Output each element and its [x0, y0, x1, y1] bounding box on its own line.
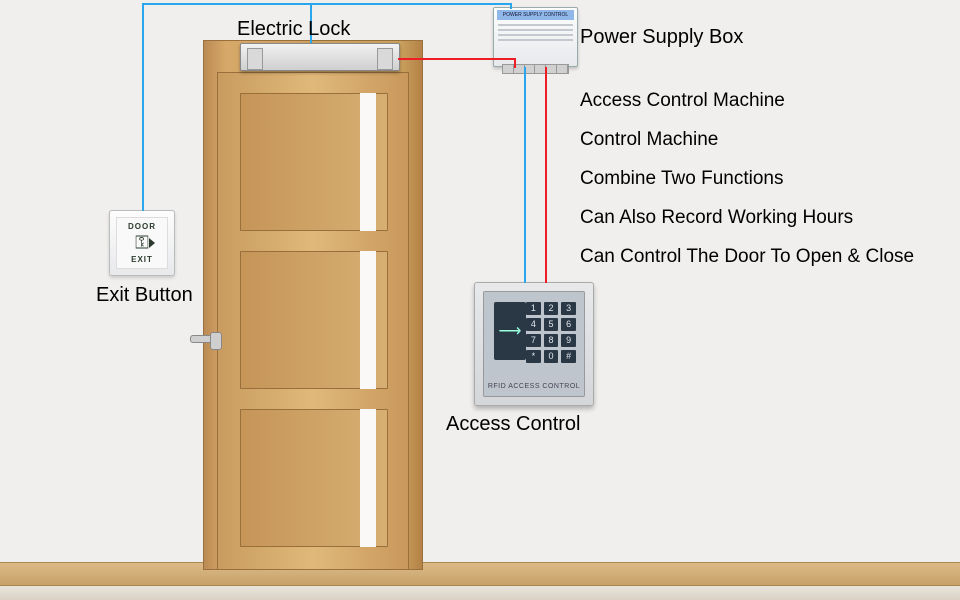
wire-blue [142, 3, 144, 211]
wire-blue [510, 3, 512, 9]
label-electric-lock: Electric Lock [237, 18, 350, 41]
keypad-key: 2 [544, 302, 559, 315]
label-exit-button: Exit Button [96, 284, 193, 307]
exit-button-device: DOOR ⚿ EXIT [109, 210, 175, 276]
keypad-footer: RFID ACCESS CONTROL [484, 383, 584, 390]
keypad-key: * [526, 350, 541, 363]
keypad-key: 0 [544, 350, 559, 363]
door-glass-top [360, 93, 376, 231]
access-control-keypad: ⟶ 1 2 3 4 5 6 7 8 9 * 0 # RFID ACCESS CO… [474, 282, 594, 406]
floor-strip [0, 586, 960, 600]
baseboard [0, 562, 960, 586]
feature-line: Control Machine [580, 129, 718, 151]
keypad-grid: 1 2 3 4 5 6 7 8 9 * 0 # [526, 302, 576, 363]
feature-line: Can Also Record Working Hours [580, 207, 853, 229]
label-access-control: Access Control [446, 413, 581, 436]
keypad-key: 8 [544, 334, 559, 347]
keypad-key: 9 [561, 334, 576, 347]
door-glass-mid [360, 251, 376, 389]
wire-blue [142, 3, 512, 5]
wire-red [545, 67, 547, 283]
psu-header: POWER SUPPLY CONTROL [497, 10, 574, 20]
keypad-key: 5 [544, 318, 559, 331]
label-power-supply: Power Supply Box [580, 26, 743, 49]
arrow-icon [149, 238, 155, 248]
keypad-face: ⟶ 1 2 3 4 5 6 7 8 9 * 0 # RFID ACCESS CO… [483, 291, 585, 397]
key-icon: ⚿ [135, 233, 149, 254]
feature-line: Combine Two Functions [580, 168, 783, 190]
keypad-key: 4 [526, 318, 541, 331]
door-glass-bottom [360, 409, 376, 547]
keypad-key: # [561, 350, 576, 363]
feature-line: Access Control Machine [580, 90, 785, 112]
keypad-key: 1 [526, 302, 541, 315]
keypad-key: 6 [561, 318, 576, 331]
wire-red [514, 58, 516, 68]
feature-line: Can Control The Door To Open & Close [580, 246, 914, 268]
rfid-reader-icon: ⟶ [494, 302, 526, 360]
exit-button-top-text: DOOR [117, 222, 167, 231]
keypad-key: 7 [526, 334, 541, 347]
wire-red [398, 58, 516, 60]
psu-vents [498, 24, 573, 44]
electric-lock [240, 43, 400, 71]
exit-button-face: DOOR ⚿ EXIT [116, 217, 168, 269]
door-handle [190, 335, 220, 343]
exit-button-bottom-text: EXIT [117, 255, 167, 264]
door-leaf [217, 72, 409, 570]
keypad-key: 3 [561, 302, 576, 315]
psu-terminals [502, 64, 569, 74]
wire-blue [524, 67, 526, 283]
